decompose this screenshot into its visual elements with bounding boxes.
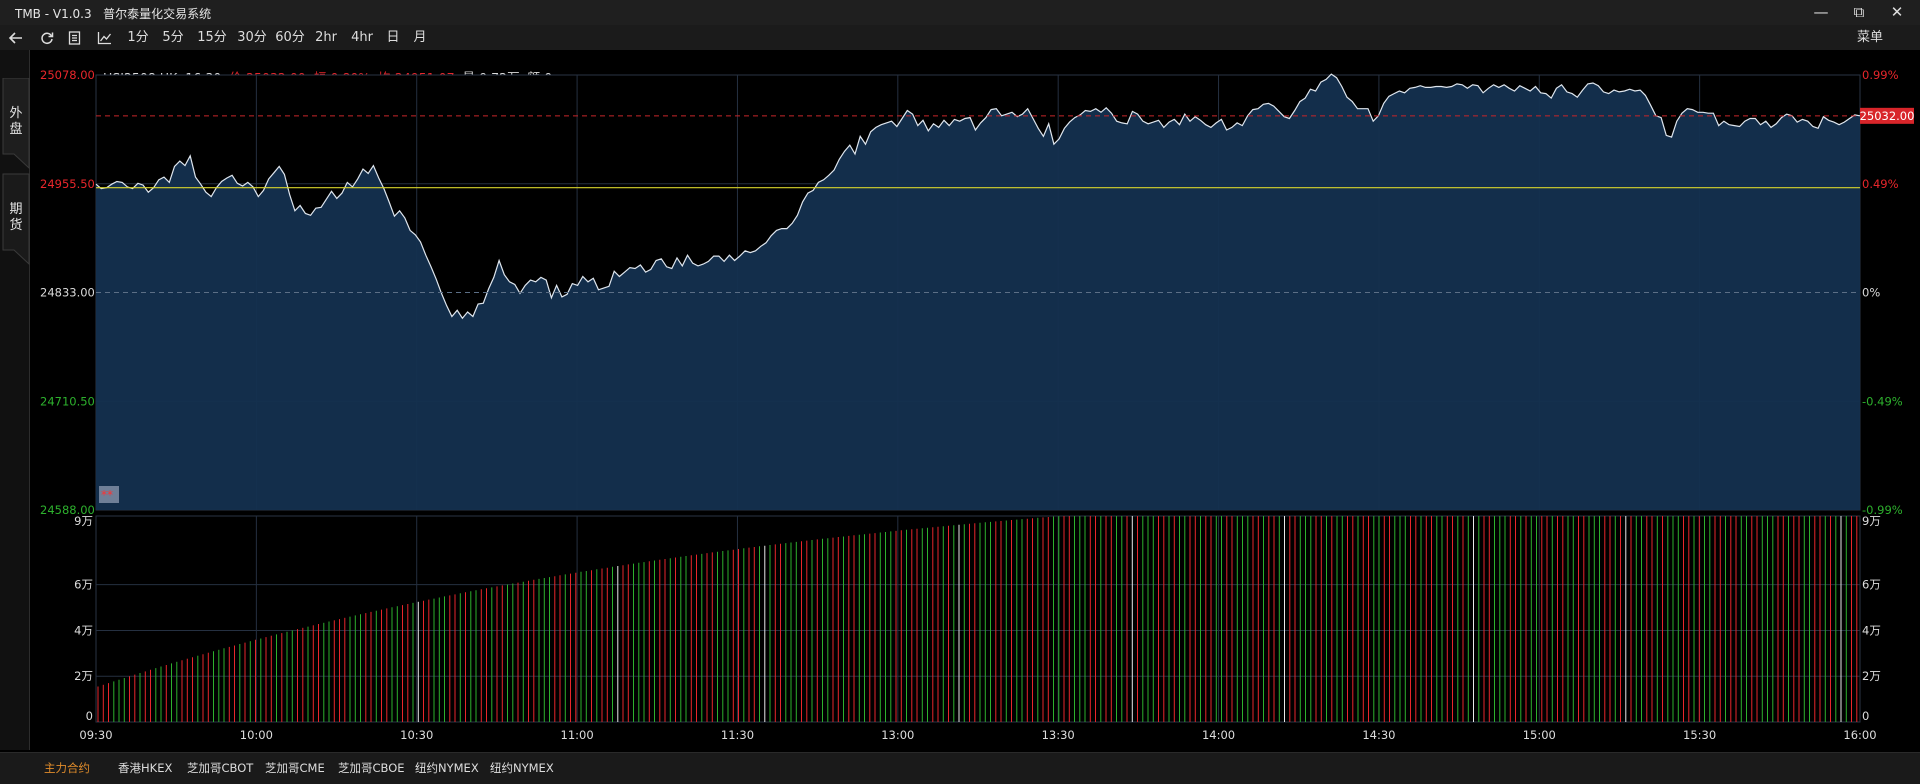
percent-axis-tick-label: 0.99% — [1862, 68, 1899, 82]
tab-cboe[interactable]: 芝加哥CBOE — [338, 761, 405, 775]
volume-axis-tick-label-right: 6万 — [1862, 578, 1881, 592]
volume-axis-tick-label: 2万 — [74, 669, 93, 683]
list-view-button[interactable] — [68, 28, 88, 48]
price-axis-tick-label: 24833.00 — [40, 286, 95, 300]
menu-button[interactable]: 菜单 — [1856, 30, 1883, 45]
bottom-tab-bar: 主力合约 香港HKEX 芝加哥CBOT 芝加哥CME 芝加哥CBOE 纽约NYM… — [0, 752, 1920, 784]
time-axis-label: 10:00 — [240, 728, 273, 742]
sidebar-tab-foreign-market[interactable]: 外 盘 — [3, 78, 29, 138]
marker-box — [99, 486, 119, 503]
refresh-icon — [41, 32, 54, 45]
period-15min[interactable]: 15分 — [197, 30, 227, 45]
time-axis-label: 15:00 — [1523, 728, 1556, 742]
time-axis-label: 16:00 — [1843, 728, 1876, 742]
title-bar: TMB - V1.0.3 普尔泰量化交易系统 — ⧉ ✕ — [0, 0, 1920, 25]
period-2hr[interactable]: 2hr — [315, 30, 337, 45]
time-axis-label: 13:30 — [1042, 728, 1075, 742]
time-axis-label: 09:30 — [79, 728, 112, 742]
tab-main-contract[interactable]: 主力合约 — [44, 761, 90, 775]
price-line — [95, 73, 1861, 320]
intraday-chart: 09:30 10:00 10:30 11:00 11:30 13:00 13:30 14:00… — [40, 68, 1915, 742]
sidebar-tab-shapes — [2, 78, 30, 266]
period-1min[interactable]: 1分 — [127, 30, 149, 45]
percent-axis-tick-label: 0% — [1862, 286, 1880, 300]
time-axis-label: 14:00 — [1202, 728, 1235, 742]
time-axis-label: 11:00 — [561, 728, 594, 742]
app-subtitle: 普尔泰量化交易系统 — [103, 7, 212, 21]
time-axis-label: 15:30 — [1683, 728, 1716, 742]
percent-axis-tick-label: 0.49% — [1862, 177, 1899, 191]
line-chart-icon — [97, 32, 112, 45]
app-title: TMB - V1.0.3 普尔泰量化交易系统 — [15, 5, 211, 22]
time-axis-label: 11:30 — [721, 728, 754, 742]
chart-view-button[interactable] — [97, 28, 117, 48]
volume-axis-tick-label: 9万 — [74, 514, 93, 528]
close-button[interactable]: ✕ — [1890, 3, 1904, 21]
minimize-button[interactable]: — — [1813, 3, 1829, 21]
volume-axis-tick-label-right: 9万 — [1862, 514, 1881, 528]
period-month[interactable]: 月 — [413, 30, 427, 45]
volume-axis-tick-label: 0 — [86, 709, 93, 723]
document-icon — [68, 31, 81, 45]
back-arrow-icon — [8, 32, 22, 44]
sidebar: 外 盘 期 货 — [0, 50, 30, 750]
refresh-button[interactable] — [40, 28, 60, 48]
volume-axis-tick-label-right: 4万 — [1862, 623, 1881, 637]
maximize-button[interactable]: ⧉ — [1853, 3, 1865, 21]
back-button[interactable] — [8, 28, 28, 48]
period-5min[interactable]: 5分 — [162, 30, 184, 45]
last-price-tag — [1860, 107, 1914, 124]
percent-axis-tick-label: -0.99% — [1862, 503, 1903, 517]
last-price-tag-label: 25032.00 — [1860, 109, 1915, 123]
period-60min[interactable]: 60分 — [275, 30, 305, 45]
volume-axis-tick-label: 4万 — [74, 623, 93, 637]
tab-cbot[interactable]: 芝加哥CBOT — [187, 761, 254, 775]
sidebar-tab-label-1a: 外 — [9, 106, 23, 121]
volume-panel-frame — [95, 515, 1861, 723]
period-30min[interactable]: 30分 — [237, 30, 267, 45]
time-axis-label: 10:30 — [400, 728, 433, 742]
volume-axis-tick-label-right: 2万 — [1862, 669, 1881, 683]
app-name: TMB - V1.0.3 — [15, 7, 92, 21]
sidebar-tab-label-2a: 期 — [9, 202, 23, 217]
time-axis-label: 13:00 — [881, 728, 914, 742]
sidebar-tab-futures[interactable]: 期 货 — [3, 174, 29, 234]
toolbar: 1分 5分 15分 30分 60分 2hr 4hr 日 月 菜单 — [0, 25, 1920, 50]
sidebar-tab-label-2b: 货 — [9, 218, 23, 233]
price-axis-tick-label: 24710.50 — [40, 394, 95, 408]
tab-hkex[interactable]: 香港HKEX — [118, 761, 173, 775]
volume-axis-tick-label-right: 0 — [1862, 709, 1869, 723]
sidebar-tab-label-1b: 盘 — [9, 122, 23, 137]
period-4hr[interactable]: 4hr — [351, 30, 373, 45]
tab-cme[interactable]: 芝加哥CME — [265, 761, 325, 775]
price-axis-tick-label: 24955.50 — [40, 177, 95, 191]
marker-label: ** — [101, 488, 113, 502]
price-axis-tick-label: 25078.00 — [40, 68, 95, 82]
volume-axis-tick-label: 6万 — [74, 578, 93, 592]
time-axis-label: 14:30 — [1362, 728, 1395, 742]
percent-axis-tick-label: -0.49% — [1862, 394, 1903, 408]
tab-nymex-2[interactable]: 纽约NYMEX — [490, 761, 554, 775]
period-day[interactable]: 日 — [386, 30, 400, 45]
price-axis-tick-label: 24588.00 — [40, 503, 95, 517]
tab-nymex-1[interactable]: 纽约NYMEX — [415, 761, 479, 775]
